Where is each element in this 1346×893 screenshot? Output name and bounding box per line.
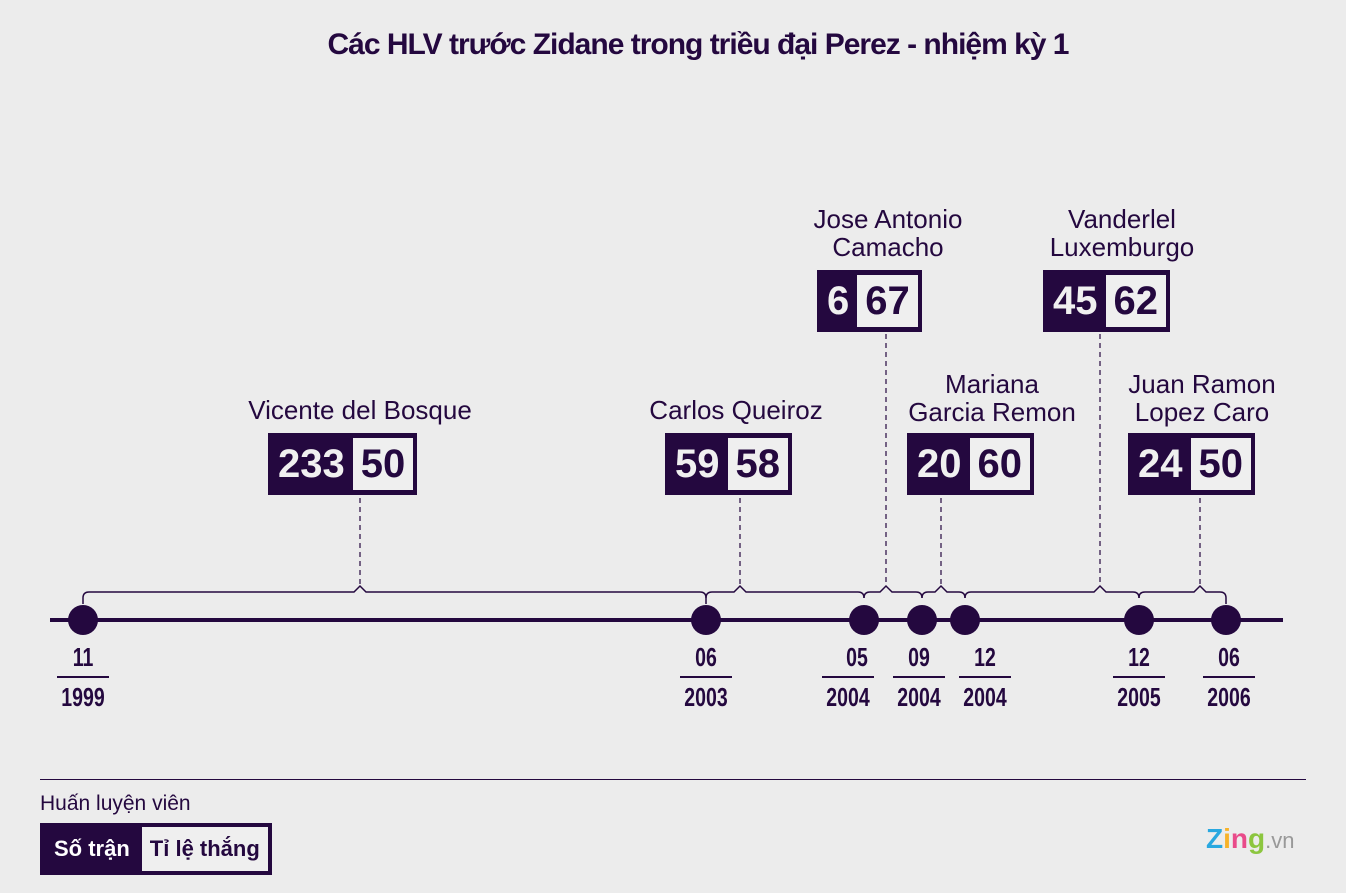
brace-luxemburgo — [964, 584, 1140, 599]
win-rate: 50 — [1190, 438, 1251, 490]
matches-count: 45 — [1053, 279, 1098, 323]
win-rate: 67 — [857, 275, 918, 327]
date-month: 09 — [908, 642, 930, 672]
coach-del-bosque: Vicente del Bosque — [200, 396, 520, 424]
date-divider — [57, 676, 109, 678]
date-label: 06 2003 — [671, 642, 741, 712]
brace-lopez-caro — [1138, 584, 1227, 604]
win-rate: 50 — [352, 438, 414, 490]
timeline-dot — [68, 605, 98, 635]
win-rate: 60 — [969, 438, 1030, 490]
coach-garcia-remon: Mariana Garcia Remon — [880, 370, 1104, 426]
stat-box-luxemburgo: 45 62 — [1043, 270, 1170, 332]
brace-queiroz — [705, 584, 865, 599]
coach-name-line2: Camacho — [832, 232, 944, 262]
coach-name-line1: Vanderlel — [1068, 204, 1176, 234]
logo-letter: g — [1248, 823, 1266, 854]
timeline-dot — [907, 605, 937, 635]
date-year: 2004 — [897, 682, 941, 712]
timeline-dot — [1211, 605, 1241, 635]
legend-title: Huấn luyện viên — [40, 792, 191, 815]
stat-box-queiroz: 59 58 — [665, 433, 792, 495]
timeline-dot — [950, 605, 980, 635]
coach-name: Carlos Queiroz — [649, 395, 823, 425]
chart-title: Các HLV trước Zidane trong triều đại Per… — [327, 28, 1069, 61]
coach-name-line2: Lopez Caro — [1134, 397, 1270, 427]
date-divider — [1203, 676, 1255, 678]
date-label: 12 2005 — [1104, 642, 1174, 712]
stat-box-lopez-caro: 24 50 — [1128, 433, 1255, 495]
date-label: 05 2004 — [813, 642, 883, 712]
date-month: 12 — [974, 642, 996, 672]
coach-luxemburgo: Vanderlel Luxemburgo — [1012, 205, 1232, 261]
legend-win-rate-label: Tỉ lệ thắng — [141, 827, 268, 871]
logo-letter: i — [1223, 823, 1231, 854]
logo-letter: n — [1230, 823, 1248, 854]
brace-del-bosque — [82, 584, 707, 604]
legend-box: Số trận Tỉ lệ thắng — [40, 823, 272, 875]
date-month: 12 — [1128, 642, 1150, 672]
date-month: 06 — [1218, 642, 1240, 672]
date-month: 05 — [846, 642, 868, 672]
date-divider — [680, 676, 732, 678]
coach-lopez-caro: Juan Ramon Lopez Caro — [1100, 370, 1304, 426]
date-year: 2006 — [1207, 682, 1251, 712]
logo-tld: .vn — [1265, 828, 1295, 853]
timeline-dot — [849, 605, 879, 635]
date-divider — [959, 676, 1011, 678]
coach-queiroz: Carlos Queiroz — [600, 396, 872, 424]
win-rate: 62 — [1105, 275, 1166, 327]
matches-count: 233 — [278, 442, 345, 486]
date-label: 06 2006 — [1194, 642, 1264, 712]
coach-name-line1: Mariana — [945, 369, 1039, 399]
date-year: 2005 — [1117, 682, 1161, 712]
date-year: 2004 — [963, 682, 1007, 712]
date-year: 2003 — [684, 682, 728, 712]
matches-count: 20 — [917, 442, 962, 486]
stat-box-camacho: 6 67 — [817, 270, 922, 332]
date-month: 06 — [695, 642, 717, 672]
date-year: 1999 — [61, 682, 105, 712]
matches-count: 6 — [827, 279, 850, 323]
stat-box-garcia-remon: 20 60 — [907, 433, 1034, 495]
date-divider — [893, 676, 945, 678]
coach-name-line2: Garcia Remon — [908, 397, 1076, 427]
win-rate: 58 — [727, 438, 788, 490]
date-year: 2004 — [826, 682, 870, 712]
date-divider — [1113, 676, 1165, 678]
timeline-dot — [691, 605, 721, 635]
matches-count: 59 — [675, 442, 720, 486]
footer-divider — [40, 779, 1306, 780]
coach-name: Vicente del Bosque — [248, 395, 472, 425]
stat-box-del-bosque: 233 50 — [268, 433, 418, 495]
logo-letter: Z — [1206, 823, 1224, 854]
brace-garcia-remon — [921, 584, 966, 599]
date-label: 11 1999 — [48, 642, 118, 712]
coach-camacho: Jose Antonio Camacho — [780, 205, 996, 261]
brace-camacho — [863, 584, 923, 599]
matches-count: 24 — [1138, 442, 1183, 486]
coach-name-line1: Juan Ramon — [1128, 369, 1276, 399]
legend-matches-label: Số trận — [54, 836, 130, 861]
zing-logo: Zing.vn — [1206, 823, 1294, 855]
coach-name-line2: Luxemburgo — [1049, 232, 1195, 262]
timeline-dot — [1124, 605, 1154, 635]
date-month: 11 — [72, 642, 94, 672]
date-label: 09 2004 — [884, 642, 954, 712]
coach-name-line1: Jose Antonio — [813, 204, 963, 234]
date-divider — [822, 676, 874, 678]
date-label: 12 2004 — [950, 642, 1020, 712]
